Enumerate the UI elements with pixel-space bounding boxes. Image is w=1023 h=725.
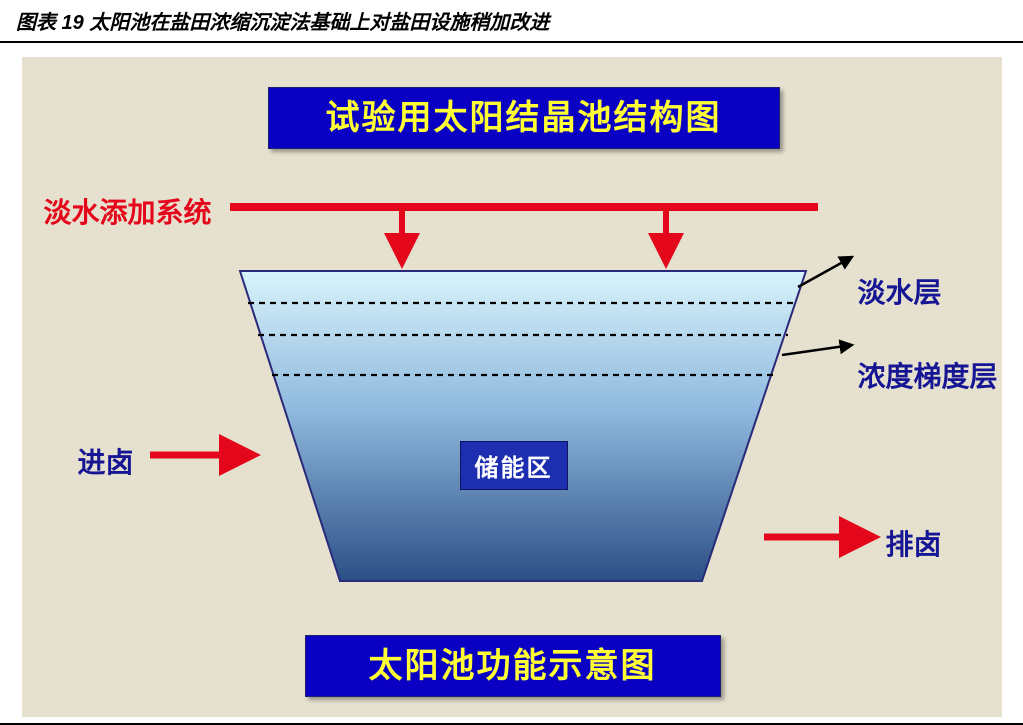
storage-badge: 储能区 bbox=[460, 441, 568, 490]
bottom-title-banner: 太阳池功能示意图 bbox=[305, 635, 721, 697]
label-outflow: 排卤 bbox=[886, 523, 942, 563]
caption-prefix: 图表 19 bbox=[16, 12, 84, 34]
top-title-text: 试验用太阳结晶池结构图 bbox=[326, 99, 722, 137]
label-gradient-layer: 浓度梯度层 bbox=[858, 355, 998, 395]
figure-area: 试验用太阳结晶池结构图 太阳池功能示意图 淡水添加系统 淡水层 浓度梯度层 进卤… bbox=[0, 43, 1023, 725]
label-inflow: 进卤 bbox=[78, 441, 134, 481]
label-freshwater-system: 淡水添加系统 bbox=[44, 191, 212, 231]
top-title-banner: 试验用太阳结晶池结构图 bbox=[268, 87, 780, 149]
figure-caption: 图表 19 太阳池在盐田浓缩沉淀法基础上对盐田设施稍加改进 bbox=[0, 0, 1023, 43]
label-freshwater-layer: 淡水层 bbox=[858, 271, 942, 311]
bottom-title-text: 太阳池功能示意图 bbox=[369, 647, 657, 685]
diagram-svg bbox=[22, 57, 1002, 717]
diagram-canvas: 试验用太阳结晶池结构图 太阳池功能示意图 淡水添加系统 淡水层 浓度梯度层 进卤… bbox=[22, 57, 1002, 717]
caption-text: 太阳池在盐田浓缩沉淀法基础上对盐田设施稍加改进 bbox=[84, 12, 550, 34]
